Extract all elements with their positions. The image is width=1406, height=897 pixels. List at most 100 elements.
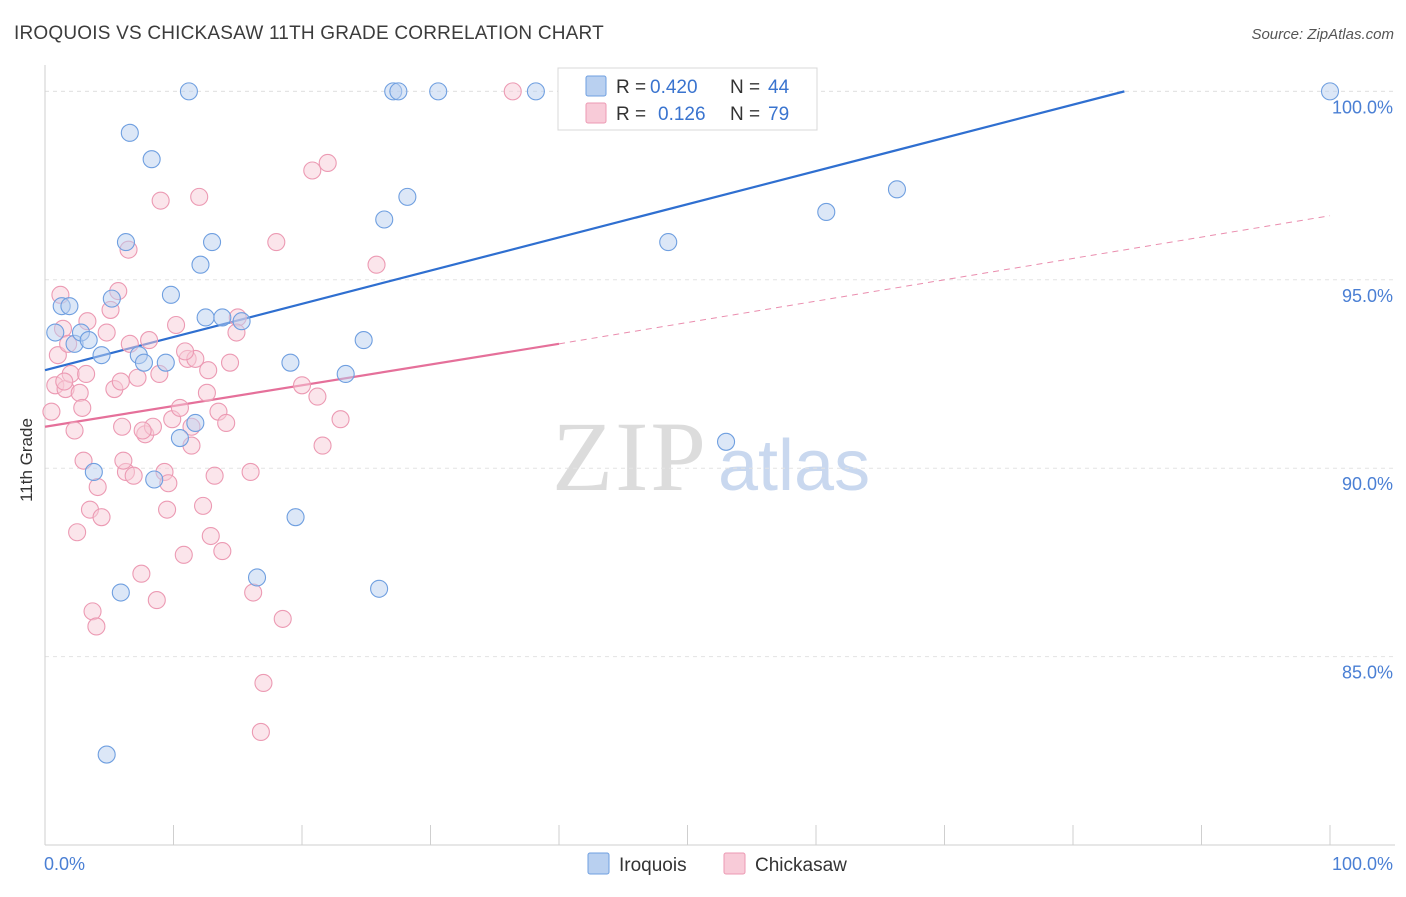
point-chickasaw — [190, 187, 209, 206]
point-chickasaw — [132, 564, 151, 583]
point-chickasaw — [213, 542, 232, 561]
point-chickasaw — [97, 323, 116, 342]
point-iroquois — [286, 508, 305, 527]
point-iroquois — [429, 82, 448, 101]
watermark-atlas: atlas — [718, 426, 870, 506]
point-iroquois — [389, 82, 408, 101]
point-chickasaw — [70, 383, 89, 402]
point-chickasaw — [133, 421, 152, 440]
point-chickasaw — [313, 436, 332, 455]
point-chickasaw — [217, 413, 236, 433]
point-chickasaw — [83, 602, 102, 621]
point-iroquois — [526, 82, 545, 101]
point-chickasaw — [174, 545, 193, 564]
point-iroquois — [716, 432, 736, 451]
point-chickasaw — [147, 591, 166, 610]
stats-r-value-iroquois: 0.420 — [650, 77, 698, 98]
point-iroquois — [247, 568, 267, 587]
point-chickasaw — [48, 346, 67, 365]
point-chickasaw — [113, 417, 132, 436]
point-chickasaw — [220, 353, 240, 372]
stats-legend: R = 0.420 N = 44 R = 0.126 N = 79 — [557, 67, 818, 131]
point-chickasaw — [158, 500, 177, 519]
chart-title: IROQUOIS VS CHICKASAW 11TH GRADE CORRELA… — [14, 23, 604, 44]
point-iroquois — [887, 180, 907, 199]
point-chickasaw — [199, 361, 218, 380]
point-chickasaw — [197, 383, 216, 402]
point-chickasaw — [308, 387, 327, 406]
point-iroquois — [213, 308, 232, 327]
point-chickasaw — [318, 153, 337, 173]
point-iroquois — [203, 233, 222, 252]
point-chickasaw — [170, 398, 189, 417]
stats-n-value-iroquois: 44 — [768, 77, 790, 98]
point-chickasaw — [167, 315, 186, 335]
point-iroquois — [97, 745, 116, 764]
point-iroquois — [191, 255, 210, 274]
gridlines — [45, 90, 1395, 658]
point-iroquois — [659, 233, 678, 252]
x-tick-label: 100.0% — [1332, 854, 1393, 874]
stats-legend-swatch-iroquois — [585, 75, 607, 97]
point-chickasaw — [244, 583, 263, 602]
point-chickasaw — [140, 331, 159, 350]
point-chickasaw — [367, 255, 386, 274]
chart-source: Source: ZipAtlas.com — [1251, 26, 1394, 43]
point-chickasaw — [205, 466, 224, 485]
point-chickasaw — [251, 722, 270, 742]
point-chickasaw — [65, 421, 84, 440]
y-tick-label: 85.0% — [1342, 663, 1393, 683]
point-chickasaw — [128, 368, 147, 387]
trend-lines — [44, 90, 1331, 428]
point-iroquois — [232, 312, 251, 331]
point-iroquois — [102, 289, 121, 308]
point-chickasaw — [88, 477, 107, 497]
point-iroquois — [145, 470, 164, 489]
point-iroquois — [60, 297, 79, 316]
legend-label-iroquois: Iroquois — [619, 855, 687, 876]
y-tick-label: 90.0% — [1342, 474, 1393, 494]
point-iroquois — [1320, 82, 1340, 101]
stats-legend-swatch-chickasaw — [585, 102, 607, 124]
y-tick-label: 95.0% — [1342, 286, 1393, 306]
point-iroquois — [46, 323, 65, 342]
point-chickasaw — [503, 82, 522, 101]
stats-n-label-iroquois: N = — [730, 77, 760, 98]
point-chickasaw — [201, 526, 220, 546]
point-iroquois — [111, 583, 130, 602]
point-chickasaw — [254, 673, 273, 693]
trend-line-iroquois — [44, 90, 1125, 372]
point-iroquois — [84, 462, 103, 482]
stats-r-label-chickasaw: R = — [616, 104, 646, 125]
point-iroquois — [179, 82, 198, 101]
point-chickasaw — [303, 161, 322, 180]
x-tick-label: 0.0% — [44, 854, 85, 874]
point-chickasaw — [55, 372, 74, 391]
point-iroquois — [92, 346, 111, 365]
point-chickasaw — [151, 191, 170, 210]
point-iroquois — [398, 187, 417, 206]
point-iroquois — [161, 285, 180, 304]
point-chickasaw — [331, 410, 350, 429]
point-chickasaw — [124, 466, 143, 485]
point-iroquois — [120, 123, 139, 142]
stats-n-value-chickasaw: 79 — [768, 104, 789, 125]
point-iroquois — [370, 579, 389, 598]
point-chickasaw — [111, 372, 130, 391]
point-chickasaw — [267, 233, 286, 252]
point-iroquois — [170, 428, 189, 448]
axes — [44, 65, 1395, 846]
point-chickasaw — [273, 609, 292, 628]
watermark-zip: ZIP — [552, 401, 708, 512]
point-chickasaw — [194, 496, 213, 515]
point-chickasaw — [87, 617, 106, 636]
point-chickasaw — [73, 398, 92, 417]
point-chickasaw — [74, 451, 93, 470]
point-iroquois — [79, 331, 98, 350]
point-chickasaw — [77, 364, 96, 384]
point-iroquois — [196, 308, 215, 327]
legend-label-chickasaw: Chickasaw — [755, 855, 847, 876]
point-iroquois — [817, 202, 836, 222]
